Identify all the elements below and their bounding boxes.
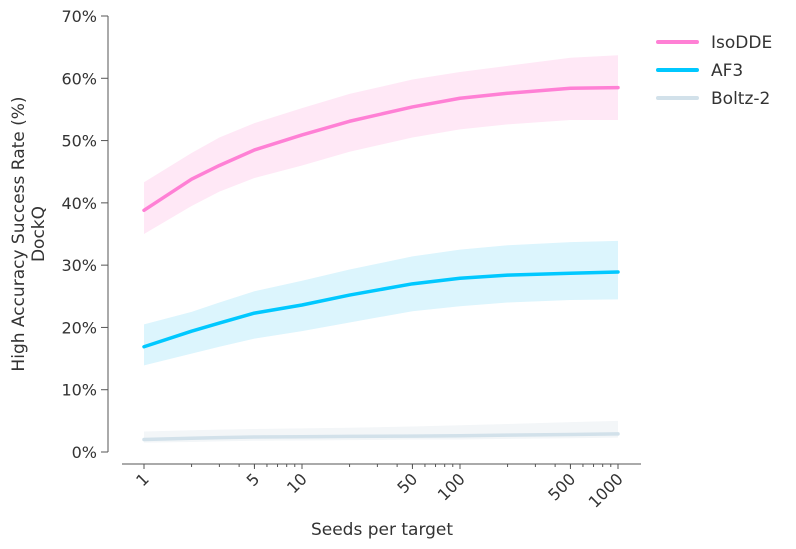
x-axis-ticks: 1 5 10 50 100 500 1000 bbox=[132, 464, 627, 512]
y-tick-label: 40% bbox=[61, 194, 97, 213]
x-axis-label: Seeds per target bbox=[311, 520, 453, 540]
x-tick-label: 50 bbox=[393, 469, 421, 497]
line-af3 bbox=[142, 270, 620, 349]
y-tick-label: 30% bbox=[61, 256, 97, 275]
y-tick-label: 70% bbox=[61, 7, 97, 26]
legend-label-isodde: IsoDDE bbox=[711, 33, 772, 53]
y-tick-label: 10% bbox=[61, 381, 97, 400]
y-tick-label: 60% bbox=[61, 69, 97, 88]
x-tick-label: 1 bbox=[132, 469, 153, 490]
x-tick-label: 5 bbox=[243, 469, 264, 490]
line-isodde bbox=[142, 85, 620, 213]
x-tick-label: 10 bbox=[283, 469, 311, 497]
y-tick-label: 0% bbox=[72, 443, 97, 462]
x-tick-label: 500 bbox=[544, 469, 579, 504]
line-boltz-2 bbox=[142, 432, 620, 442]
y-tick-label: 20% bbox=[61, 318, 97, 337]
legend: IsoDDE AF3 Boltz-2 bbox=[656, 33, 772, 109]
x-tick-label: 100 bbox=[434, 469, 469, 504]
y-axis-label-line2: DockQ bbox=[29, 206, 49, 262]
legend-label-boltz-2: Boltz-2 bbox=[711, 89, 770, 109]
legend-label-af3: AF3 bbox=[711, 61, 743, 81]
band-af3 bbox=[144, 240, 618, 366]
band-isodde bbox=[144, 55, 618, 234]
series-lines bbox=[142, 85, 620, 442]
y-axis-label-line1: High Accuracy Success Rate (%) bbox=[9, 96, 29, 371]
y-axis-ticks: 0% 10% 20% 30% 40% 50% 60% 70% bbox=[61, 7, 108, 462]
x-tick-label: 1000 bbox=[585, 469, 627, 511]
y-tick-label: 50% bbox=[61, 132, 97, 151]
